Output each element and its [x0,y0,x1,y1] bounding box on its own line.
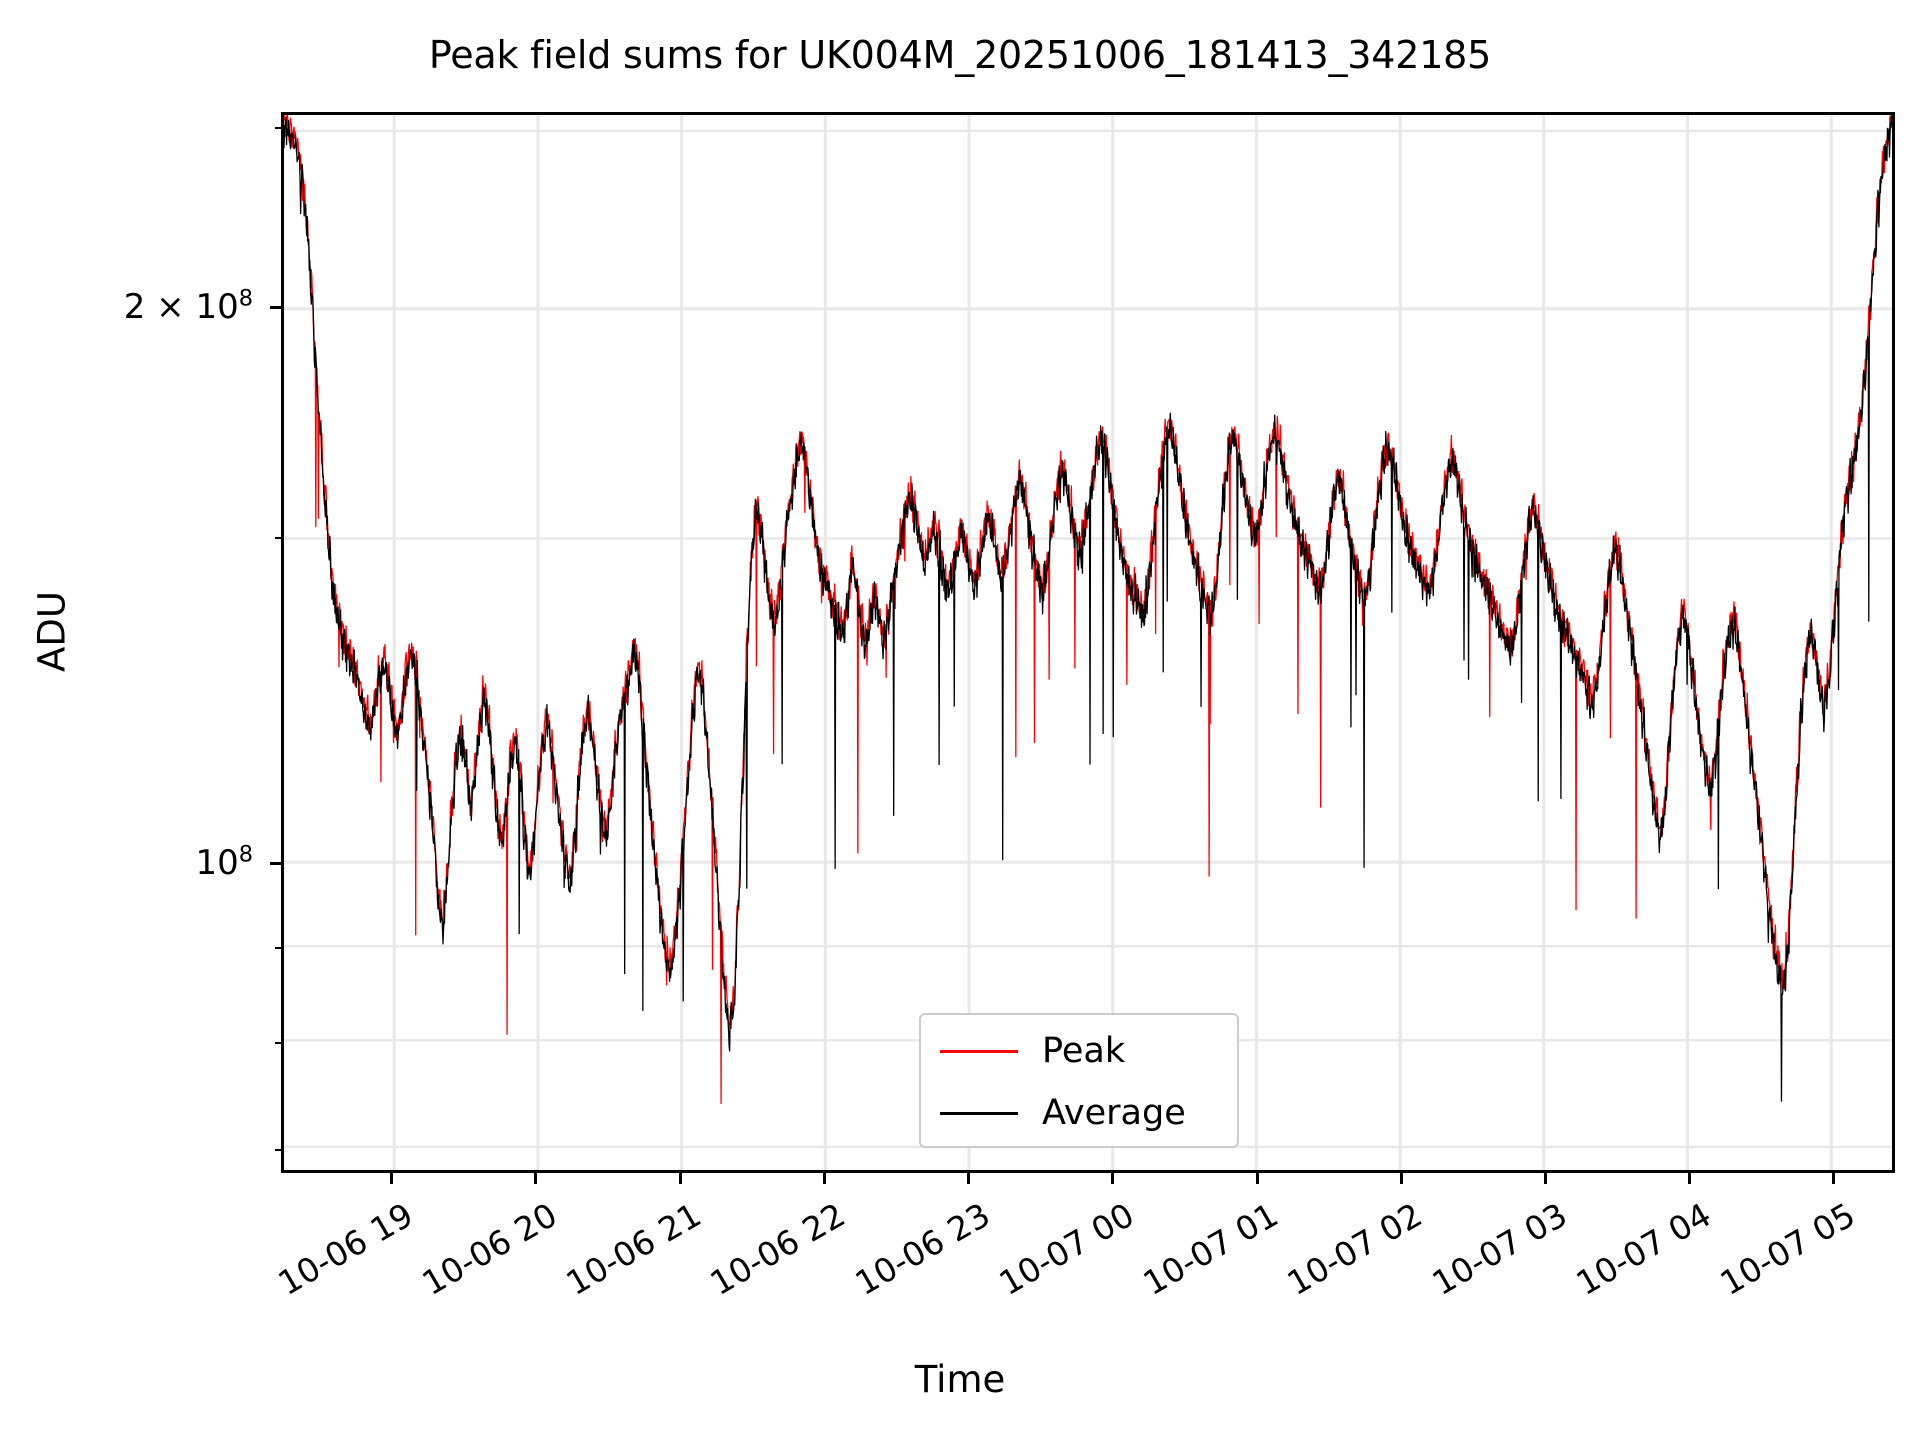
legend-label-peak: Peak [1042,1031,1126,1071]
page-title: Peak field sums for UK004M_20251006_1814… [428,33,1492,77]
x-axis-tick-mark [534,1173,538,1184]
x-axis-tick-mark [822,1173,826,1184]
grid-lines [284,115,1892,1170]
x-axis-tick-mark [1111,1173,1115,1184]
x-axis-tick-mark [1399,1173,1403,1184]
y-axis-tick-label: 108 [195,842,253,884]
legend-label-average: Average [1042,1093,1186,1133]
x-axis-tick-mark [1544,1173,1548,1184]
legend-item-peak: Peak [921,1023,1237,1079]
y-axis-tick-mark [270,305,281,309]
y-axis-tick-mark [270,861,281,865]
x-axis-tick-mark [390,1173,394,1184]
legend-item-average: Average [921,1085,1237,1141]
legend-swatch-average [940,1111,1018,1115]
y-axis-minor-tick-mark [275,946,281,949]
x-axis-label: Time [914,1358,1006,1401]
y-axis-label: ADU [30,591,74,672]
x-axis-tick-mark [678,1173,682,1184]
x-axis-tick-mark [967,1173,971,1184]
x-axis-tick-mark [1255,1173,1259,1184]
y-axis-minor-tick-mark [275,1148,281,1151]
y-axis-minor-tick-mark [275,126,281,129]
plot-area [281,112,1895,1173]
legend-swatch-peak [940,1049,1018,1053]
y-axis-tick-label: 2 × 108 [123,285,253,328]
y-axis-minor-tick-mark [275,1041,281,1044]
legend: Peak Average [919,1013,1239,1148]
y-axis-minor-tick-mark [275,536,281,539]
x-axis-tick-mark [1688,1173,1692,1184]
x-axis-tick-mark [1832,1173,1836,1184]
data-traces [284,115,1892,1105]
